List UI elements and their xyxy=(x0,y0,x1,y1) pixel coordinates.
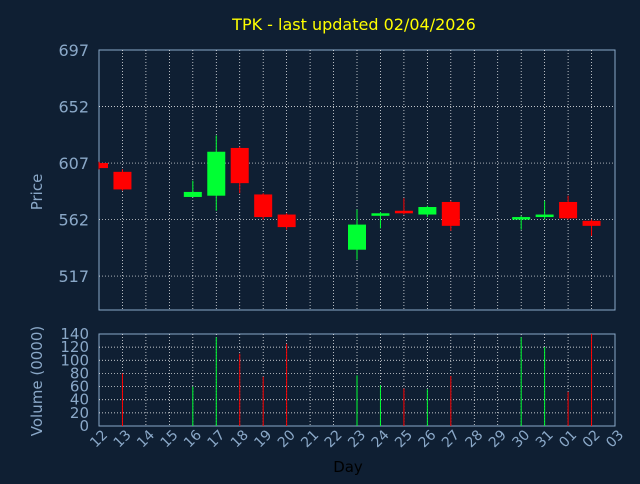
y-axis-label-price: Price xyxy=(28,174,46,211)
volume-tick-label: 140 xyxy=(60,325,89,343)
x-tick-label: 20 xyxy=(275,427,299,451)
x-tick-label: 23 xyxy=(345,427,369,451)
candle-body xyxy=(394,210,413,214)
volume-tick-label: 40 xyxy=(70,391,89,409)
x-tick-label: 22 xyxy=(322,427,346,451)
x-tick-label: 14 xyxy=(134,427,158,451)
x-tick-label: 26 xyxy=(416,427,440,451)
x-tick-label: 28 xyxy=(462,427,486,451)
candle-body xyxy=(535,214,554,218)
x-tick-label: 01 xyxy=(556,427,580,451)
volume-tick-label: 20 xyxy=(70,404,89,422)
candle-body xyxy=(99,163,108,169)
candle-body xyxy=(348,224,366,250)
x-tick-label: 31 xyxy=(533,427,557,451)
price-tick-label: 517 xyxy=(58,267,89,286)
candle-body xyxy=(371,213,390,216)
candle-body xyxy=(113,171,132,190)
x-tick-label: 17 xyxy=(204,427,228,451)
volume-tick-label: 0 xyxy=(79,417,89,435)
x-tick-label: 24 xyxy=(369,427,393,451)
x-axis: 12 13 14 15 16 17 18 19 20 21 22 23 24 25 26 27 28 29 30 31… xyxy=(87,427,627,451)
candle-body xyxy=(512,217,531,220)
x-tick-label: 12 xyxy=(87,427,111,451)
volume-tick-label: 60 xyxy=(70,378,89,396)
x-tick-label: 25 xyxy=(392,427,416,451)
x-tick-label: 15 xyxy=(158,427,182,451)
candle-body xyxy=(441,201,460,226)
x-tick-label: 30 xyxy=(509,427,533,451)
y-axis-label-volume: Volume (0000) xyxy=(28,326,46,436)
price-tick-label: 607 xyxy=(58,154,89,173)
chart-title: TPK - last updated 02/04/2026 xyxy=(231,15,476,34)
x-tick-label: 19 xyxy=(251,427,275,451)
price-tick-label: 697 xyxy=(58,41,89,60)
x-tick-label: 16 xyxy=(181,427,205,451)
candle-body xyxy=(183,191,202,197)
x-tick-label: 13 xyxy=(111,427,135,451)
x-tick-label: 21 xyxy=(298,427,322,451)
candle-body xyxy=(559,201,578,219)
price-panel: 697 652 607 562 517 xyxy=(58,41,616,311)
price-tick-label: 652 xyxy=(58,98,89,117)
x-tick-label: 02 xyxy=(580,427,604,451)
x-tick-label: 29 xyxy=(486,427,510,451)
candle-body xyxy=(277,214,296,228)
x-tick-label: 18 xyxy=(228,427,252,451)
x-tick-label: 03 xyxy=(603,427,627,451)
candle-body xyxy=(230,147,249,184)
x-tick-label: 27 xyxy=(439,427,463,451)
price-tick-label: 562 xyxy=(58,211,89,230)
volume-tick-label: 120 xyxy=(60,338,89,356)
candle-body xyxy=(207,151,226,196)
candle-body xyxy=(418,207,437,215)
candle-body xyxy=(254,194,273,218)
volume-tick-label: 80 xyxy=(70,364,89,382)
candle-body xyxy=(582,220,601,226)
x-axis-label: Day xyxy=(333,458,363,476)
volume-tick-label: 100 xyxy=(60,351,89,369)
